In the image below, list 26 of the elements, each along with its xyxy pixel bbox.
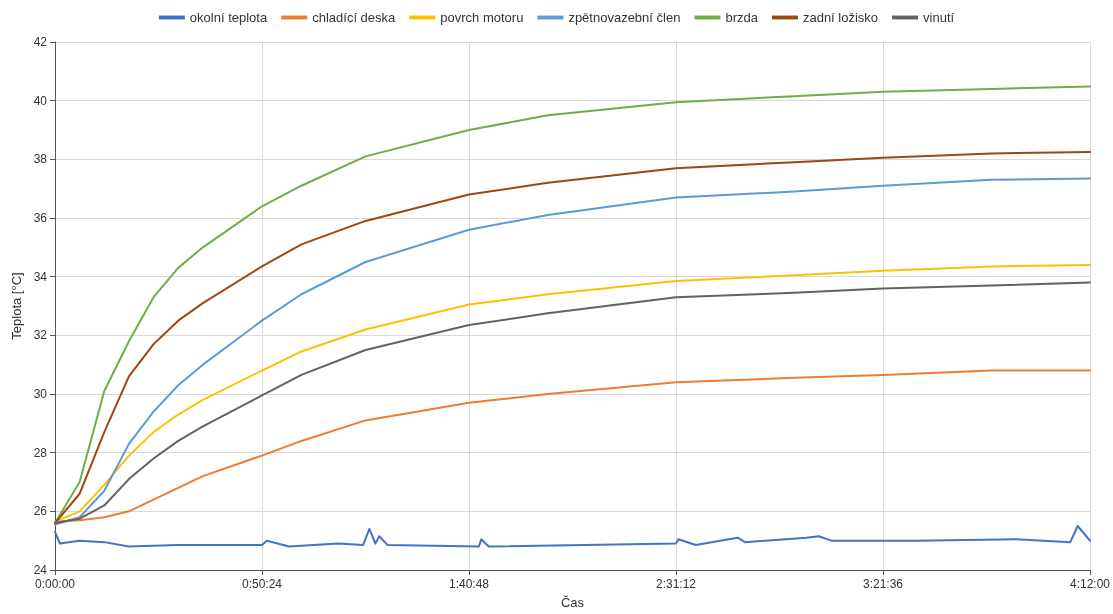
y-tick-label: 32 [33,328,48,343]
legend-label: chladící deska [312,10,397,25]
y-axis-title: Teplota [°C] [8,272,24,340]
y-tick-label: 42 [33,35,48,49]
x-axis-title: Čas [560,595,585,610]
y-tick-label: 30 [33,387,48,401]
y-tick-label: 24 [33,563,48,577]
x-tick-label: 4:12:00 [1069,577,1111,591]
x-tick-label: 0:50:24 [241,577,283,591]
y-tick-label: 38 [33,152,48,167]
y-tick-label: 28 [33,445,48,460]
x-tick-label: 1:40:48 [448,577,490,591]
line-series [54,525,1091,548]
y-tick-label: 34 [33,269,48,284]
legend-label: zpětnovazební člen [568,10,681,25]
legend-label: okolní teplota [189,10,268,25]
legend-label: brzda [725,10,759,25]
x-tick-label: 2:31:12 [655,577,697,591]
x-tick-label: 3:21:36 [862,577,904,591]
y-tick-label: 36 [33,211,48,225]
legend-label: povrch motoru [440,10,524,25]
legend-label: vinutí [923,10,955,25]
y-tick-label: 40 [33,93,48,108]
x-tick-label: 0:00:00 [34,577,76,591]
legend-label: zadní ložisko [802,10,879,25]
y-tick-label: 26 [33,504,48,519]
